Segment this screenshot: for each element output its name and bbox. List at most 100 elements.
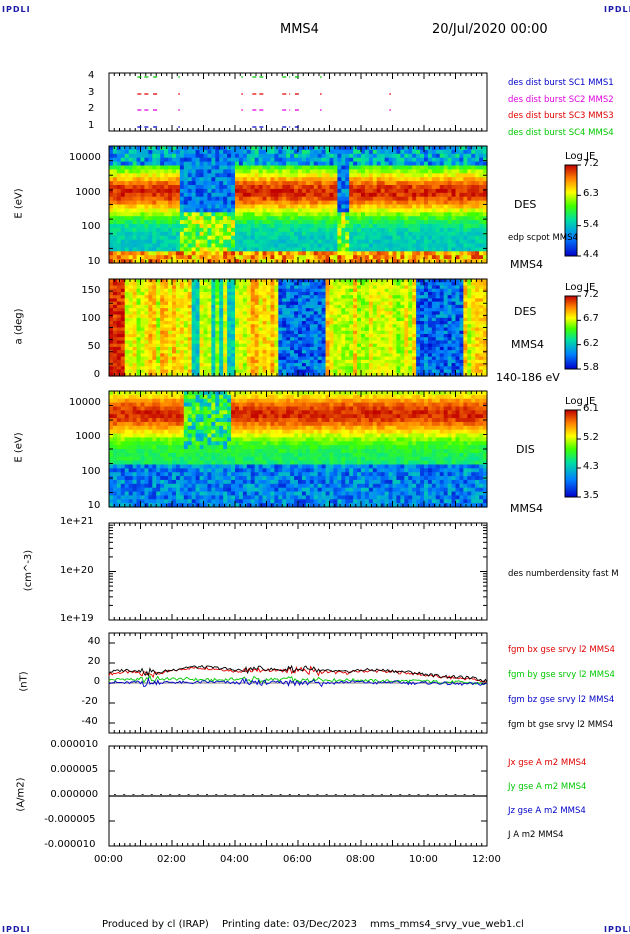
des-energy-heatmap-cell: [337, 255, 342, 260]
des-energy-heatmap-cell: [380, 173, 386, 178]
des-pitch-heatmap-cell: [203, 359, 209, 364]
des-energy-heatmap-cell: [341, 208, 346, 213]
des-energy-heatmap-cell: [116, 212, 122, 217]
des-pitch-heatmap-cell: [179, 340, 185, 345]
des-pitch-heatmap-cell: [120, 279, 126, 283]
des-energy-heatmap-cell: [203, 153, 209, 159]
des-energy-heatmap-cell: [179, 239, 185, 245]
des-pitch-heatmap-cell: [235, 317, 240, 322]
des-energy-heatmap-cell: [475, 251, 480, 256]
des-energy-heatmap-cell: [439, 259, 445, 264]
des-energy-heatmap-cell: [301, 185, 307, 190]
des-energy-heatmap-cell: [258, 173, 264, 178]
des-energy-heatmap-cell: [211, 243, 216, 248]
des-pitch-heatmap-cell: [254, 356, 260, 361]
des-energy-heatmap-cell: [443, 196, 449, 202]
des-energy-heatmap-cell: [207, 212, 212, 217]
des-pitch-heatmap-cell: [219, 346, 224, 351]
des-energy-heatmap-cell: [447, 157, 453, 163]
des-energy-heatmap-cell: [199, 255, 205, 260]
des-energy-heatmap-cell: [235, 247, 240, 252]
des-energy-heatmap-cell: [420, 243, 425, 248]
des-pitch-heatmap-cell: [223, 346, 228, 351]
des-energy-heatmap-cell: [404, 259, 409, 264]
des-pitch-heatmap-cell: [266, 321, 272, 325]
des-energy-heatmap-cell: [317, 169, 323, 174]
des-energy-heatmap-cell: [290, 231, 295, 237]
des-energy-heatmap-cell: [341, 204, 346, 209]
des-energy-heatmap-cell: [235, 251, 240, 256]
des-energy-heatmap-cell: [443, 146, 449, 151]
des-energy-heatmap-cell: [309, 212, 315, 217]
des-energy-heatmap-cell: [424, 161, 429, 167]
des-pitch-heatmap-cell: [227, 337, 232, 342]
des-energy-heatmap-cell: [404, 177, 409, 182]
des-energy-heatmap-cell: [168, 181, 173, 186]
des-energy-heatmap-cell: [215, 149, 220, 155]
des-energy-heatmap-cell: [211, 239, 216, 245]
des-energy-heatmap-cell: [475, 243, 480, 248]
des-pitch-heatmap-cell: [211, 308, 216, 312]
des-pitch-heatmap-cell: [144, 304, 149, 309]
des-pitch-heatmap-cell: [235, 308, 240, 312]
des-pitch-heatmap-cell: [128, 340, 134, 345]
des-pitch-heatmap-cell: [187, 282, 193, 287]
des-energy-heatmap-cell: [187, 157, 193, 163]
des-energy-heatmap-cell: [309, 255, 315, 260]
des-energy-heatmap-cell: [191, 149, 197, 155]
des-energy-heatmap-cell: [455, 177, 461, 182]
des-pitch-heatmap-cell: [112, 291, 118, 296]
des-pitch-heatmap-cell: [231, 288, 236, 293]
des-pitch-heatmap-cell: [219, 356, 224, 361]
des-energy-heatmap-cell: [313, 259, 319, 264]
des-pitch-heatmap-cell: [148, 327, 153, 332]
des-energy-heatmap-cell: [305, 212, 311, 217]
des-energy-heatmap-cell: [475, 204, 480, 209]
des-pitch-heatmap-cell: [148, 311, 153, 316]
des-energy-heatmap-cell: [250, 227, 256, 233]
des-pitch-heatmap-cell: [183, 308, 189, 312]
des-energy-heatmap-cell: [116, 231, 122, 237]
des-energy-heatmap-cell: [451, 157, 457, 163]
des-energy-heatmap-cell: [427, 146, 433, 151]
des-energy-heatmap-cell: [376, 204, 382, 209]
des-energy-heatmap-cell: [357, 259, 362, 264]
des-pitch-heatmap-cell: [109, 359, 114, 364]
des-energy-heatmap-cell: [451, 146, 457, 151]
des-energy-heatmap-cell: [282, 185, 287, 190]
des-pitch-heatmap-cell: [223, 324, 228, 329]
des-energy-heatmap-cell: [353, 224, 358, 229]
des-pitch-heatmap-cell: [179, 295, 185, 299]
des-energy-heatmap-cell: [116, 157, 122, 163]
des-pitch-heatmap-cell: [305, 304, 311, 309]
des-energy-heatmap-cell: [483, 146, 488, 151]
des-energy-heatmap-cell: [175, 146, 181, 151]
des-pitch-heatmap-cell: [132, 369, 138, 374]
des-energy-heatmap-cell: [333, 157, 338, 163]
des-energy-heatmap-cell: [242, 247, 248, 252]
des-energy-heatmap-cell: [112, 149, 118, 155]
des-energy-heatmap-cell: [242, 153, 248, 159]
des-pitch-heatmap-cell: [175, 285, 181, 290]
des-pitch-heatmap-cell: [270, 295, 275, 299]
des-energy-heatmap-cell: [254, 208, 260, 213]
des-energy-heatmap-cell: [124, 196, 130, 202]
des-pitch-heatmap-cell: [195, 369, 201, 374]
des-pitch-heatmap-cell: [250, 301, 256, 306]
des-energy-heatmap-cell: [298, 239, 303, 245]
des-energy-heatmap-cell: [396, 255, 401, 260]
des-energy-heatmap-cell: [223, 177, 228, 182]
des-energy-heatmap-cell: [164, 243, 169, 248]
des-pitch-heatmap-cell: [266, 369, 272, 374]
des-energy-heatmap-cell: [168, 204, 173, 209]
des-pitch-heatmap-cell: [282, 346, 287, 351]
des-energy-heatmap-cell: [364, 173, 370, 178]
des-pitch-heatmap-cell: [175, 366, 181, 371]
des-energy-heatmap-cell: [187, 153, 193, 159]
des-energy-heatmap-cell: [211, 177, 216, 182]
des-energy-heatmap-cell: [148, 239, 153, 245]
des-energy-heatmap-cell: [164, 227, 169, 233]
des-pitch-heatmap-cell: [199, 298, 205, 303]
des-pitch-heatmap-cell: [112, 321, 118, 325]
des-energy-heatmap-cell: [124, 208, 130, 213]
